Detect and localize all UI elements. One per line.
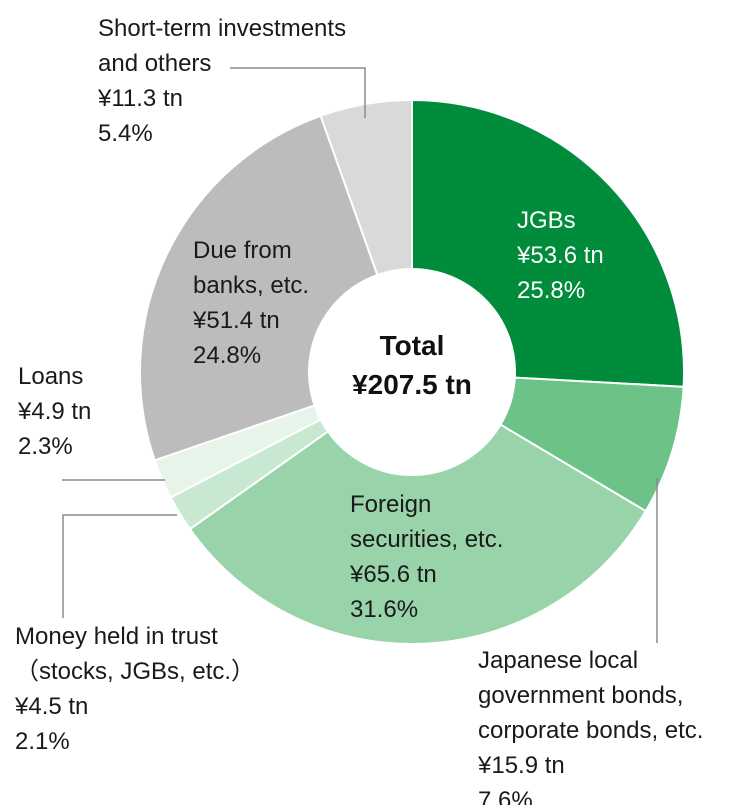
slice-percent: 25.8% — [517, 277, 585, 304]
slice-name: Japanese local — [478, 647, 638, 674]
slice-name: banks, etc. — [193, 272, 309, 299]
center-label-total: ¥207.5 tn — [352, 369, 472, 400]
slices — [139, 98, 685, 645]
center-label-title: Total — [380, 330, 445, 361]
slice-percent: 7.6% — [478, 787, 533, 805]
slice-name: securities, etc. — [350, 526, 503, 553]
slice-due-from-banks-etc — [139, 114, 379, 462]
label-loans: Loans ¥4.9 tn 2.3% — [17, 363, 91, 460]
slice-value: ¥11.3 tn — [97, 85, 183, 112]
slice-value: ¥15.9 tn — [477, 752, 565, 779]
slice-name: government bonds, — [478, 682, 683, 709]
slice-name: corporate bonds, etc. — [478, 717, 703, 744]
slice-name: JGBs — [517, 207, 576, 234]
label-short-term-investments-and-others: Short-term investments and others ¥11.3 tn… — [97, 15, 346, 147]
slice-percent: 24.8% — [193, 342, 261, 369]
label-japanese-local-government-bonds-corporate-bonds-etc: Japanese local government bonds, corporate… — [477, 647, 703, 805]
slice-name: （stocks, JGBs, etc.） — [15, 658, 255, 685]
leader-line — [230, 67, 366, 118]
slice-labels: JGBs ¥53.6 tn 25.8% Japanese local governmen… — [14, 15, 703, 805]
label-foreign-securities-etc: Foreign securities, etc. ¥65.6 tn 31.6% — [349, 491, 503, 623]
slice-name: Loans — [18, 363, 83, 390]
label-jgbs: JGBs ¥53.6 tn 25.8% — [516, 207, 604, 304]
slice-name: Foreign — [350, 491, 431, 518]
leader-lines — [62, 67, 658, 643]
slice-jgbs — [411, 98, 685, 388]
slice-foreign-securities-etc — [188, 423, 648, 645]
slice-value: ¥65.6 tn — [349, 561, 437, 588]
slice-name: Money held in trust — [15, 623, 218, 650]
label-money-held-in-trust-stocks-jgbs-etc: Money held in trust （stocks, JGBs, etc.） ¥… — [14, 623, 255, 755]
slice-percent: 31.6% — [350, 596, 418, 623]
slice-name: Short-term investments — [98, 15, 346, 42]
slice-short-term-investments-and-others — [319, 98, 413, 277]
label-due-from-banks-etc: Due from banks, etc. ¥51.4 tn 24.8% — [192, 237, 309, 369]
slice-value: ¥51.4 tn — [192, 307, 280, 334]
slice-percent: 2.3% — [18, 433, 73, 460]
slice-value: ¥4.9 tn — [17, 398, 91, 425]
slice-percent: 5.4% — [98, 120, 153, 147]
slice-value: ¥53.6 tn — [516, 242, 604, 269]
slice-value: ¥4.5 tn — [14, 693, 88, 720]
slice-name: and others — [98, 50, 211, 77]
leader-line — [62, 514, 177, 618]
slice-name: Due from — [193, 237, 292, 264]
slice-percent: 2.1% — [15, 728, 70, 755]
center-label: Total ¥207.5 tn — [352, 330, 472, 400]
